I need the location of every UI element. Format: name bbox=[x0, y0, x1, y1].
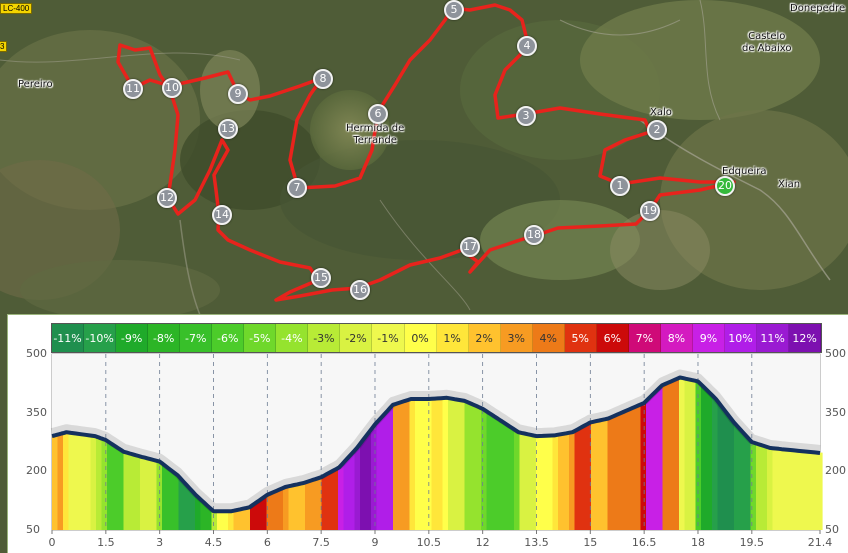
legend-cell: -8% bbox=[148, 324, 181, 352]
waypoint-marker-20[interactable]: 20 bbox=[715, 176, 735, 196]
waypoint-marker-7[interactable]: 7 bbox=[287, 178, 307, 198]
x-tick-label: 15 bbox=[583, 536, 598, 549]
legend-cell: 5% bbox=[564, 324, 597, 352]
y-tick-label-right: 50 bbox=[825, 523, 839, 536]
waypoint-marker-6[interactable]: 6 bbox=[368, 104, 388, 124]
legend-cell: -4% bbox=[276, 324, 309, 352]
legend-cell: 10% bbox=[724, 324, 758, 352]
legend-cell: -11% bbox=[52, 324, 85, 352]
waypoint-marker-3[interactable]: 3 bbox=[516, 106, 536, 126]
x-tick-label: 10.5 bbox=[416, 536, 442, 549]
road-tag-lc400: LC-400 bbox=[0, 3, 33, 14]
waypoint-marker-8[interactable]: 8 bbox=[313, 69, 333, 89]
x-tick-label: 0 bbox=[48, 536, 56, 549]
y-tick-label-left: 50 bbox=[26, 523, 40, 536]
waypoint-marker-11[interactable]: 11 bbox=[123, 79, 143, 99]
waypoint-marker-19[interactable]: 19 bbox=[640, 201, 660, 221]
waypoint-marker-10[interactable]: 10 bbox=[162, 78, 182, 98]
legend-cell: 9% bbox=[692, 324, 725, 352]
place-label-ermida: Hermida de Terrande bbox=[346, 123, 405, 146]
legend-cell: -6% bbox=[212, 324, 245, 352]
x-tick-label: 16.5 bbox=[631, 536, 657, 549]
waypoint-marker-2[interactable]: 2 bbox=[647, 120, 667, 140]
legend-cell: 6% bbox=[596, 324, 629, 352]
legend-cell: -7% bbox=[180, 324, 213, 352]
x-tick-label: 12 bbox=[475, 536, 490, 549]
waypoint-marker-13[interactable]: 13 bbox=[218, 119, 238, 139]
waypoint-marker-16[interactable]: 16 bbox=[350, 280, 370, 300]
x-tick-label: 4.5 bbox=[204, 536, 223, 549]
x-tick-label: 7.5 bbox=[312, 536, 330, 549]
place-label-pereiro: Pereiro bbox=[18, 79, 53, 90]
waypoint-marker-18[interactable]: 18 bbox=[524, 225, 544, 245]
legend-cell: -1% bbox=[372, 324, 405, 352]
legend-cell: -2% bbox=[340, 324, 373, 352]
legend-cell: 0% bbox=[404, 324, 437, 352]
waypoint-marker-1[interactable]: 1 bbox=[610, 176, 630, 196]
waypoint-marker-14[interactable]: 14 bbox=[212, 205, 232, 225]
place-label-donepedre: Donepedre bbox=[790, 3, 846, 14]
waypoint-marker-15[interactable]: 15 bbox=[311, 268, 331, 288]
x-tick-label: 18 bbox=[690, 536, 705, 549]
y-tick-label-right: 500 bbox=[825, 347, 846, 360]
x-tick-label: 21.4 bbox=[807, 536, 833, 549]
y-tick-label-left: 500 bbox=[26, 347, 47, 360]
legend-cell: -9% bbox=[116, 324, 149, 352]
legend-cell: 11% bbox=[757, 324, 790, 352]
waypoint-marker-5[interactable]: 5 bbox=[444, 0, 464, 20]
place-label-xalo: Xalo bbox=[650, 107, 672, 118]
road-tag-3: 3 bbox=[0, 41, 8, 52]
legend-cell: 12% bbox=[789, 324, 822, 352]
x-tick-label: 19.5 bbox=[739, 536, 765, 549]
legend-cell: 1% bbox=[436, 324, 469, 352]
x-tick-label: 3 bbox=[156, 536, 164, 549]
waypoint-marker-17[interactable]: 17 bbox=[460, 237, 480, 257]
waypoint-marker-4[interactable]: 4 bbox=[517, 36, 537, 56]
y-tick-label-right: 350 bbox=[825, 405, 846, 419]
y-tick-label-right: 200 bbox=[825, 464, 846, 478]
waypoint-marker-9[interactable]: 9 bbox=[228, 84, 248, 104]
x-tick-label: 9 bbox=[371, 536, 379, 549]
route-track bbox=[116, 3, 736, 302]
legend-cell: 2% bbox=[468, 324, 501, 352]
legend-cell: -5% bbox=[244, 324, 277, 352]
legend-cell: 4% bbox=[532, 324, 565, 352]
gradient-legend: -11% -10% -9% -8% -7% -6% -5% -4% -3% -2% -1% 0% 1% 2… bbox=[51, 323, 822, 353]
place-label-castelo: Castelo de Abaixo bbox=[742, 31, 792, 54]
legend-cell: 3% bbox=[500, 324, 533, 352]
x-tick-label: 1.5 bbox=[97, 536, 115, 549]
x-tick-label: 6 bbox=[263, 536, 271, 549]
legend-cell: 8% bbox=[660, 324, 693, 352]
place-label-edqueira: Edqueira bbox=[722, 166, 767, 177]
legend-cell: -3% bbox=[308, 324, 341, 352]
legend-cell: 7% bbox=[628, 324, 661, 352]
place-label-xian: Xian bbox=[778, 179, 801, 190]
legend-cell: -10% bbox=[84, 324, 117, 352]
waypoint-marker-12[interactable]: 12 bbox=[157, 188, 177, 208]
y-tick-label-left: 350 bbox=[26, 405, 47, 419]
x-tick-label: 13.5 bbox=[524, 536, 549, 549]
y-tick-label-left: 200 bbox=[26, 464, 47, 478]
